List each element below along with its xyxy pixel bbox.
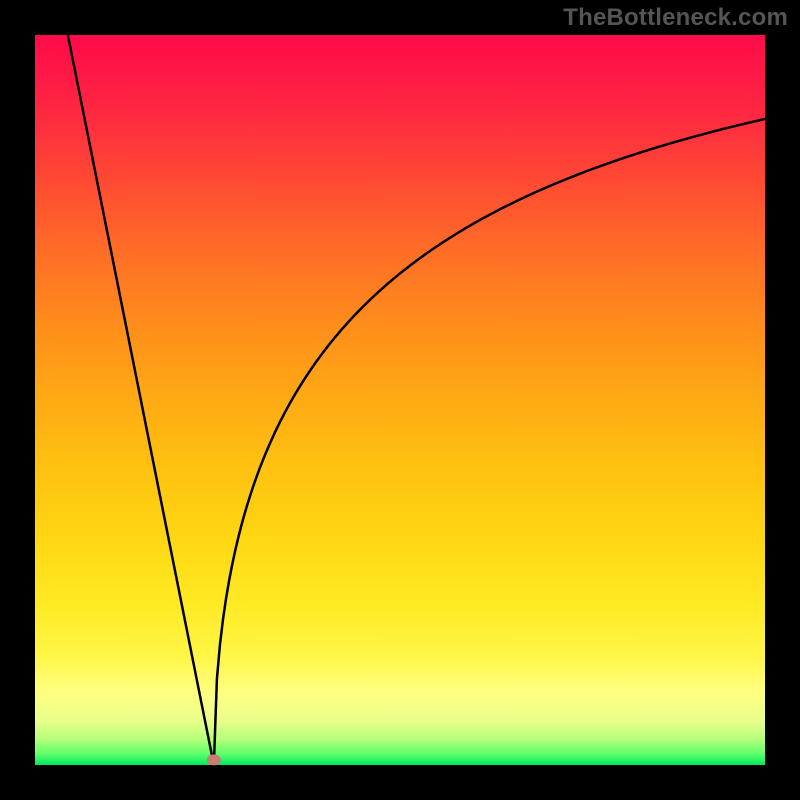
watermark-text: TheBottleneck.com bbox=[563, 4, 788, 32]
optimum-marker bbox=[207, 754, 221, 765]
chart-stage: TheBottleneck.com bbox=[0, 0, 800, 800]
bottleneck-chart-svg bbox=[0, 0, 800, 800]
plot-area bbox=[35, 35, 765, 765]
